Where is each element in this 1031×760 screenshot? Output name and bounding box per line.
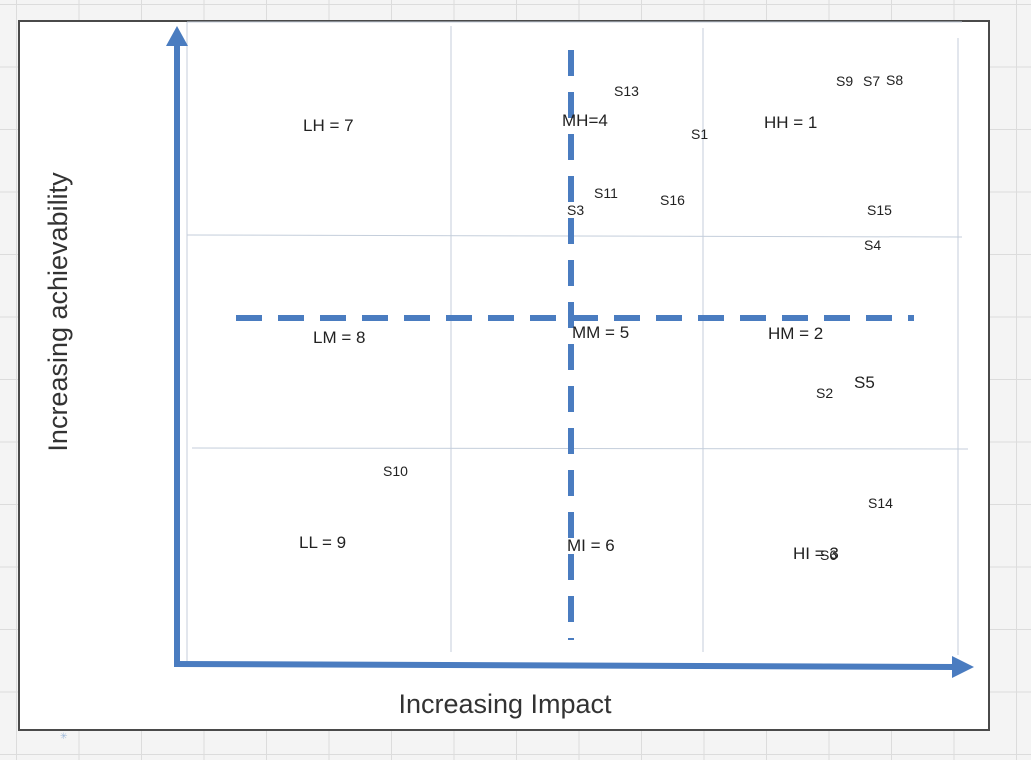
scenario-labels: S1 S2 S3 S4 S5 S6 S7 S8 S9 S10 S11 S13 S… [383, 72, 903, 563]
scenario-s6: S6 [820, 547, 837, 563]
scenario-s4: S4 [864, 237, 881, 253]
quadrant-label-hl: HI = 3 [793, 544, 839, 563]
quadrant-label-lm: LM = 8 [313, 328, 365, 347]
scenario-s3: S3 [567, 202, 584, 218]
quadrant-label-ml: MI = 6 [567, 536, 615, 555]
x-axis [173, 656, 974, 678]
quadrant-label-lh: LH = 7 [303, 116, 354, 135]
scenario-s15: S15 [867, 202, 892, 218]
scenario-s5: S5 [854, 373, 875, 392]
scenario-s10: S10 [383, 463, 408, 479]
inner-grid [186, 21, 969, 662]
scenario-s8: S8 [886, 72, 903, 88]
y-axis-arrowhead [166, 26, 188, 46]
scenario-s9: S9 [836, 73, 853, 89]
x-axis-title: Increasing Impact [398, 689, 612, 719]
scenario-s16: S16 [660, 192, 685, 208]
quadrant-label-ll: LL = 9 [299, 533, 346, 552]
y-axis [166, 26, 188, 664]
quadrant-label-mm: MM = 5 [572, 323, 629, 342]
scenario-s1: S1 [691, 126, 708, 142]
scenario-s13: S13 [614, 83, 639, 99]
x-axis-arrowhead [952, 656, 974, 678]
quadrant-labels: LH = 7 MH=4 HH = 1 LM = 8 MM = 5 HM = 2 … [299, 111, 839, 563]
scenario-s2: S2 [816, 385, 833, 401]
corner-mark-icon: ✳ [60, 731, 68, 741]
quadrant-label-hh: HH = 1 [764, 113, 817, 132]
scenario-s14: S14 [868, 495, 893, 511]
quadrant-label-mh: MH=4 [562, 111, 608, 130]
quadrant-label-hm: HM = 2 [768, 324, 823, 343]
scenario-s11: S11 [594, 185, 618, 201]
y-axis-title: Increasing achievability [43, 172, 73, 452]
grid-line-h3 [191, 447, 969, 450]
grid-line-h2 [186, 234, 963, 238]
scenario-s7: S7 [863, 73, 880, 89]
